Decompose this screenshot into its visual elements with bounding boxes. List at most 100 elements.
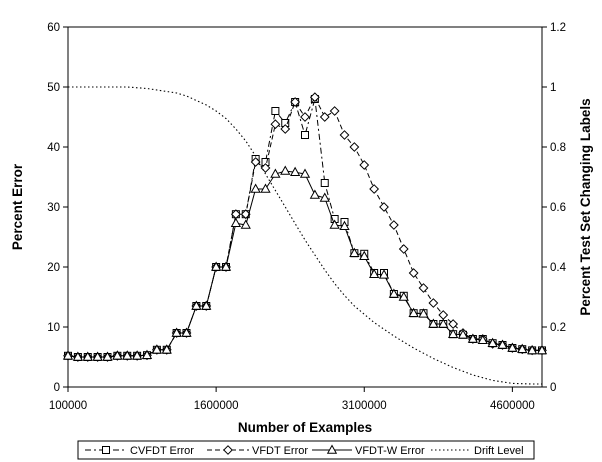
data-point-vfdt-error-34 bbox=[398, 244, 409, 254]
legend-items: CVFDT Error VFDT Error VFDT-W Error Drift L… bbox=[85, 444, 524, 457]
data-point-vfdt-error-28 bbox=[339, 130, 350, 140]
legend-box bbox=[77, 440, 535, 460]
data-point-vfdt-w-error-29 bbox=[349, 247, 360, 257]
data-point-vfdt-error-30 bbox=[359, 160, 370, 170]
y2-axis-label: Percent Test Set Changing Labels bbox=[578, 98, 593, 315]
y2-tick-label-5: 1 bbox=[550, 82, 556, 94]
y2-tick-label-6: 1.2 bbox=[550, 22, 566, 34]
data-point-vfdt-error-25 bbox=[309, 92, 320, 103]
data-point-vfdt-w-error-45 bbox=[507, 342, 518, 352]
data-point-vfdt-w-error-8 bbox=[141, 349, 153, 359]
data-point-vfdt-w-error-47 bbox=[526, 344, 538, 355]
y-tick-label-2: 20 bbox=[47, 262, 60, 274]
data-point-vfdt-w-error-26 bbox=[319, 192, 330, 202]
data-point-vfdt-w-error-24 bbox=[299, 168, 311, 178]
y2-tick-label-1: 0.2 bbox=[550, 322, 566, 334]
data-point-vfdt-w-error-2 bbox=[82, 351, 93, 361]
x-tick-label-3: 4600000 bbox=[490, 400, 535, 412]
legend-label-drift-level: Drift Level bbox=[474, 445, 524, 457]
data-point-vfdt-error-32 bbox=[379, 202, 389, 212]
data-point-vfdt-w-error-39 bbox=[447, 328, 459, 338]
data-point-vfdt-w-error-18 bbox=[240, 219, 251, 229]
axes-layer: 0 10 20 30 40 50 60 0 0.2 0.4 0.6 0.8 1 1.2 100000 1600… bbox=[47, 22, 566, 412]
data-point-vfdt-w-error-14 bbox=[201, 300, 212, 310]
data-point-vfdt-w-error-37 bbox=[428, 318, 439, 328]
data-point-vfdt-error-23 bbox=[290, 97, 301, 107]
legend-marker-vfdt-w-error bbox=[326, 444, 338, 454]
x-tick-label-1: 1600000 bbox=[194, 400, 239, 412]
data-point-vfdt-w-error-28 bbox=[339, 220, 350, 230]
data-point-vfdt-w-error-43 bbox=[487, 337, 498, 347]
x-axis-label: Number of Examples bbox=[238, 420, 372, 435]
data-point-vfdt-error-27 bbox=[329, 106, 340, 116]
data-point-vfdt-error-21 bbox=[270, 119, 281, 130]
data-point-vfdt-w-error-3 bbox=[92, 351, 103, 361]
data-point-vfdt-error-33 bbox=[388, 220, 399, 230]
legend-marker-vfdt-error bbox=[223, 445, 233, 455]
data-point-vfdt-error-35 bbox=[408, 268, 419, 278]
data-point-vfdt-w-error-22 bbox=[280, 165, 291, 175]
data-point-vfdt-w-error-19 bbox=[250, 183, 261, 193]
data-point-vfdt-w-error-30 bbox=[359, 250, 370, 260]
y-tick-label-0: 0 bbox=[54, 382, 60, 394]
data-point-vfdt-w-error-44 bbox=[497, 339, 508, 349]
data-point-vfdt-w-error-21 bbox=[270, 168, 281, 178]
series-layer bbox=[62, 86, 548, 385]
data-point-vfdt-w-error-0 bbox=[62, 350, 74, 360]
y-tick-label-1: 10 bbox=[47, 322, 60, 334]
y2-tick-label-2: 0.4 bbox=[550, 262, 567, 274]
data-point-vfdt-w-error-35 bbox=[408, 307, 419, 317]
data-point-vfdt-w-error-34 bbox=[398, 291, 409, 301]
data-point-vfdt-w-error-1 bbox=[72, 351, 84, 361]
legend-label-cvfdt-error: CVFDT Error bbox=[130, 445, 194, 457]
data-point-vfdt-w-error-11 bbox=[171, 327, 182, 337]
data-point-cvfdt-error-21 bbox=[271, 107, 280, 115]
data-point-vfdt-w-error-5 bbox=[112, 350, 123, 360]
data-point-vfdt-error-20 bbox=[260, 163, 271, 173]
data-point-vfdt-w-error-12 bbox=[181, 327, 192, 337]
y-axis-label: Percent Error bbox=[10, 163, 25, 250]
data-point-vfdt-w-error-23 bbox=[289, 166, 301, 176]
data-point-vfdt-error-29 bbox=[349, 142, 360, 152]
data-point-vfdt-w-error-20 bbox=[260, 183, 271, 193]
data-point-vfdt-error-39 bbox=[448, 319, 459, 329]
data-point-vfdt-w-error-17 bbox=[230, 217, 242, 227]
data-point-vfdt-w-error-38 bbox=[438, 318, 449, 328]
data-point-vfdt-w-error-42 bbox=[477, 334, 488, 344]
data-point-cvfdt-error-24 bbox=[301, 131, 309, 139]
y2-tick-label-0: 0 bbox=[550, 382, 556, 394]
data-point-vfdt-error-37 bbox=[428, 298, 439, 308]
data-point-vfdt-error-24 bbox=[300, 112, 310, 122]
data-point-vfdt-w-error-36 bbox=[418, 308, 429, 318]
legend: CVFDT Error VFDT Error VFDT-W Error Drift L… bbox=[77, 440, 535, 460]
data-point-vfdt-w-error-15 bbox=[210, 261, 222, 271]
data-point-vfdt-error-26 bbox=[319, 112, 330, 122]
data-point-vfdt-w-error-27 bbox=[329, 219, 340, 229]
data-point-vfdt-w-error-16 bbox=[220, 261, 232, 271]
data-point-cvfdt-error-26 bbox=[320, 179, 329, 187]
data-point-vfdt-w-error-10 bbox=[161, 344, 172, 354]
data-point-vfdt-w-error-33 bbox=[388, 288, 400, 298]
data-point-vfdt-w-error-9 bbox=[151, 344, 163, 354]
data-point-vfdt-error-22 bbox=[280, 124, 291, 134]
data-point-vfdt-w-error-41 bbox=[467, 333, 479, 343]
y2-tick-label-4: 0.8 bbox=[550, 142, 566, 154]
x-tick-label-0: 100000 bbox=[49, 400, 87, 412]
data-point-vfdt-error-19 bbox=[250, 157, 261, 167]
data-point-vfdt-w-error-31 bbox=[368, 268, 380, 278]
y-tick-label-4: 40 bbox=[47, 142, 60, 154]
data-point-vfdt-error-36 bbox=[418, 283, 429, 293]
data-point-vfdt-error-31 bbox=[369, 184, 380, 194]
x-tick-label-2: 3100000 bbox=[342, 400, 387, 412]
data-point-vfdt-w-error-46 bbox=[517, 343, 528, 353]
legend-label-vfdt-error: VFDT Error bbox=[252, 445, 308, 457]
data-point-vfdt-w-error-7 bbox=[131, 350, 143, 360]
data-point-vfdt-w-error-32 bbox=[378, 269, 390, 279]
legend-label-vfdt-w-error: VFDT-W Error bbox=[355, 445, 425, 457]
data-point-vfdt-w-error-6 bbox=[122, 350, 133, 360]
y-tick-label-6: 60 bbox=[47, 22, 60, 34]
y2-tick-label-3: 0.6 bbox=[550, 202, 566, 214]
